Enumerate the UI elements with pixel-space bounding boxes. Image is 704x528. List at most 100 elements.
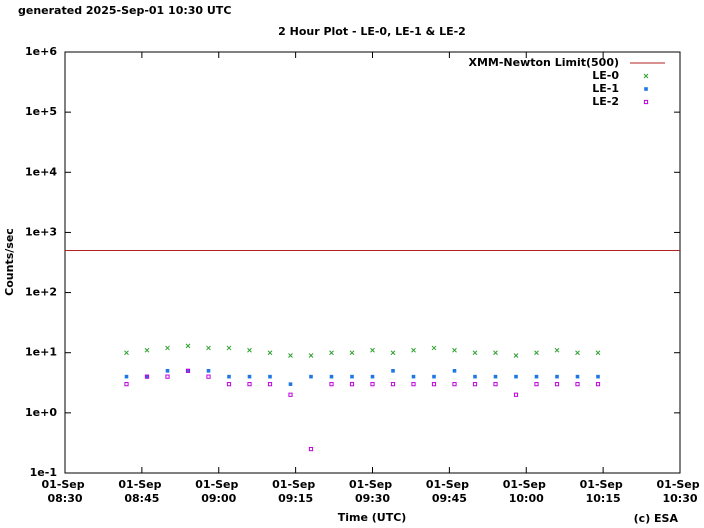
legend-label: LE-0 bbox=[592, 69, 619, 82]
point bbox=[206, 345, 211, 351]
legend-swatch bbox=[643, 99, 649, 105]
point bbox=[165, 374, 170, 379]
point bbox=[288, 392, 293, 397]
point bbox=[534, 374, 539, 379]
point bbox=[144, 347, 150, 353]
legend-swatch bbox=[644, 87, 648, 91]
point bbox=[370, 347, 375, 353]
x-tick-label: 01-Sep 10:00 bbox=[503, 478, 550, 505]
point bbox=[493, 382, 498, 387]
point bbox=[554, 347, 560, 353]
point bbox=[431, 382, 437, 387]
point bbox=[493, 374, 498, 379]
point bbox=[308, 353, 314, 358]
point bbox=[411, 374, 416, 379]
y-tick-label: 1e+6 bbox=[25, 45, 57, 58]
point bbox=[206, 369, 211, 373]
y-tick-label: 1e+2 bbox=[25, 286, 57, 299]
point bbox=[370, 374, 375, 379]
point bbox=[124, 350, 129, 356]
x-tick-label: 01-Sep 09:00 bbox=[195, 478, 242, 505]
y-tick-label: 1e-1 bbox=[30, 466, 57, 479]
point bbox=[411, 382, 416, 387]
point bbox=[267, 350, 273, 356]
point bbox=[431, 345, 437, 351]
generated-note: generated 2025-Sep-01 10:30 UTC bbox=[18, 4, 231, 17]
point bbox=[288, 382, 293, 386]
legend-swatch bbox=[643, 73, 649, 79]
point bbox=[555, 374, 559, 379]
point bbox=[575, 350, 580, 356]
legend-label: LE-1 bbox=[592, 82, 619, 95]
point bbox=[124, 374, 129, 379]
point bbox=[391, 369, 395, 373]
x-tick-label: 01-Sep 09:15 bbox=[272, 478, 319, 505]
plot-frame bbox=[64, 51, 681, 474]
point bbox=[226, 382, 232, 387]
point bbox=[268, 374, 272, 379]
point bbox=[370, 382, 375, 387]
point bbox=[432, 374, 436, 379]
x-tick-label: 01-Sep 10:15 bbox=[580, 478, 627, 505]
point bbox=[350, 374, 354, 379]
point bbox=[595, 382, 601, 387]
point bbox=[534, 382, 539, 387]
point bbox=[185, 368, 191, 373]
y-tick-label: 1e+3 bbox=[25, 225, 57, 238]
point bbox=[472, 350, 478, 356]
point bbox=[472, 382, 478, 387]
point bbox=[349, 350, 355, 356]
point bbox=[452, 369, 457, 373]
point bbox=[124, 382, 129, 387]
point bbox=[349, 382, 355, 387]
point bbox=[514, 374, 518, 379]
point bbox=[185, 343, 191, 349]
point bbox=[575, 374, 580, 379]
x-tick-label: 01-Sep 09:30 bbox=[349, 478, 396, 505]
point bbox=[186, 369, 190, 373]
point bbox=[329, 374, 334, 379]
y-tick-label: 1e+1 bbox=[25, 346, 57, 359]
point bbox=[329, 382, 334, 387]
point bbox=[308, 446, 314, 452]
point bbox=[144, 374, 150, 379]
point bbox=[493, 350, 498, 356]
point bbox=[513, 392, 519, 397]
chart-title: 2 Hour Plot - LE-0, LE-1 & LE-2 bbox=[278, 25, 466, 38]
point bbox=[309, 374, 313, 379]
point bbox=[534, 350, 539, 356]
point bbox=[513, 353, 519, 358]
x-axis-label: Time (UTC) bbox=[338, 511, 407, 524]
point bbox=[390, 382, 396, 387]
point bbox=[267, 382, 273, 387]
point bbox=[554, 382, 560, 387]
y-tick-label: 1e+4 bbox=[25, 165, 57, 178]
y-tick-label: 1e+5 bbox=[25, 105, 57, 118]
point bbox=[452, 347, 457, 353]
point bbox=[329, 350, 334, 356]
legend-label: LE-2 bbox=[592, 95, 619, 108]
point bbox=[145, 374, 149, 379]
point bbox=[227, 374, 231, 379]
point bbox=[165, 369, 170, 373]
x-tick-label: 01-Sep 08:45 bbox=[118, 478, 165, 505]
point bbox=[226, 345, 232, 351]
point bbox=[596, 374, 600, 379]
point bbox=[247, 382, 252, 387]
point bbox=[247, 374, 252, 379]
y-axis-label: Counts/sec bbox=[3, 228, 16, 296]
copyright: (c) ESA bbox=[634, 512, 679, 525]
x-tick-label: 01-Sep 10:30 bbox=[657, 478, 704, 505]
point bbox=[575, 382, 580, 387]
point bbox=[206, 374, 211, 379]
point bbox=[390, 350, 396, 356]
point bbox=[595, 350, 601, 356]
y-tick-label: 1e+0 bbox=[25, 406, 57, 419]
point bbox=[247, 347, 252, 353]
legend-label: XMM-Newton Limit(500) bbox=[468, 56, 619, 69]
point bbox=[288, 353, 293, 358]
point bbox=[473, 374, 477, 379]
point bbox=[452, 382, 457, 387]
x-tick-label: 01-Sep 08:30 bbox=[42, 478, 89, 505]
